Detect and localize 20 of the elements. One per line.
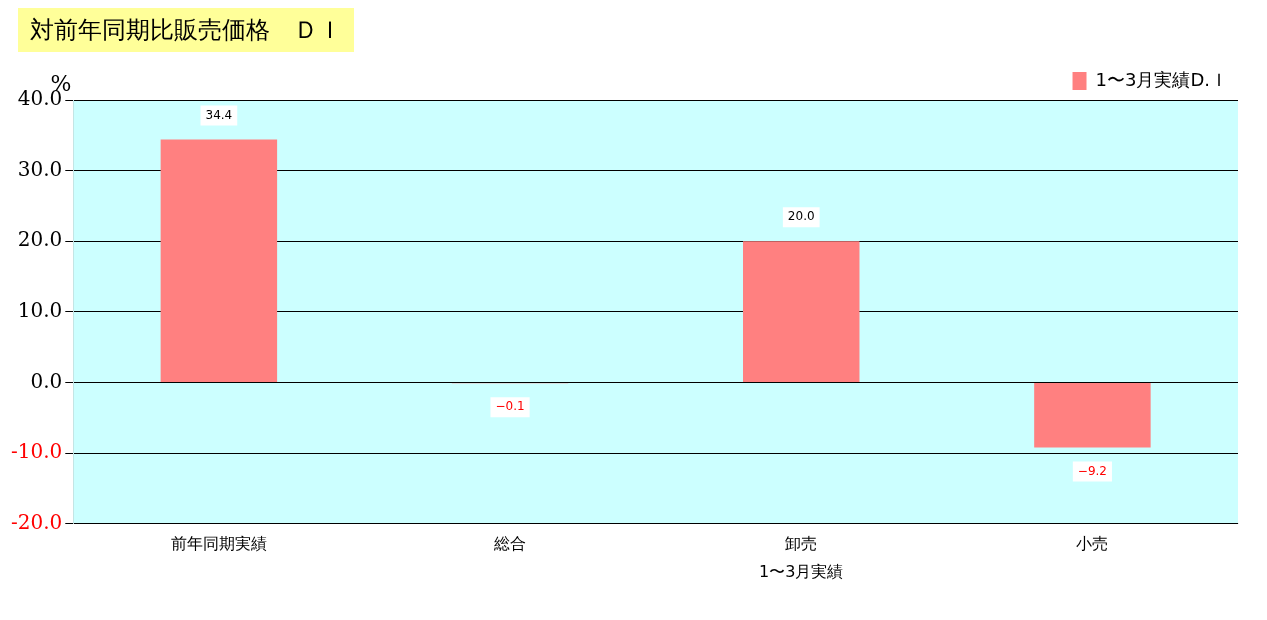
data-label: −0.1 <box>495 399 525 414</box>
chart-title: 対前年同期比販売価格 ＤＩ <box>18 8 354 52</box>
legend-label: 1〜3月実績D.Ｉ <box>1095 68 1229 90</box>
data-label: 20.0 <box>787 209 815 224</box>
y-tick-label: 20.0 <box>17 227 63 252</box>
bar <box>743 241 860 383</box>
y-tick-label: 10.0 <box>17 298 63 323</box>
y-tick-label: 0.0 <box>30 368 63 393</box>
x-tick-label: 小売 <box>1076 533 1109 553</box>
text: 1〜3月実績 <box>759 562 844 582</box>
data-label: −9.2 <box>1077 463 1107 478</box>
y-tick-label: 30.0 <box>17 156 63 181</box>
y-tick-label: -20.0 <box>10 510 63 534</box>
bar <box>1034 383 1151 448</box>
y-tick-label: -10.0 <box>10 439 63 464</box>
data-label: 34.4 <box>205 107 233 122</box>
bar <box>160 139 278 383</box>
x-tick-label: 前年同期実績 <box>170 533 267 553</box>
x-tick-label: 卸売 <box>785 533 818 553</box>
x-tick-label: 総合 <box>493 533 527 553</box>
